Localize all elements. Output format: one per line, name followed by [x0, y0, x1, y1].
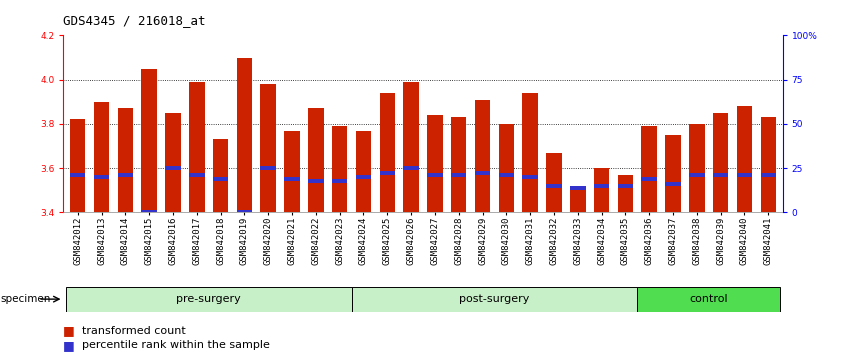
Bar	[713, 113, 728, 212]
Text: GDS4345 / 216018_at: GDS4345 / 216018_at	[63, 14, 206, 27]
Bar	[165, 113, 181, 212]
Bar	[141, 210, 157, 215]
Bar	[570, 186, 585, 212]
Bar	[427, 173, 442, 177]
Bar	[94, 102, 109, 212]
Bar	[165, 166, 181, 170]
Bar	[352, 287, 637, 312]
Bar	[637, 287, 780, 312]
Bar	[737, 106, 752, 212]
Bar	[213, 177, 228, 181]
Bar	[594, 168, 609, 212]
Bar	[689, 124, 705, 212]
Bar	[332, 126, 348, 212]
Bar	[618, 175, 633, 212]
Bar	[94, 175, 109, 179]
Text: pre-surgery: pre-surgery	[176, 294, 241, 304]
Bar	[713, 173, 728, 177]
Bar	[547, 184, 562, 188]
Bar	[284, 177, 299, 181]
Bar	[570, 186, 585, 190]
Bar	[213, 139, 228, 212]
Bar	[380, 93, 395, 212]
Bar	[475, 99, 491, 212]
Bar	[332, 179, 348, 183]
Bar	[141, 69, 157, 212]
Text: post-surgery: post-surgery	[459, 294, 530, 304]
Bar	[523, 175, 538, 179]
Bar	[594, 184, 609, 188]
Bar	[547, 153, 562, 212]
Bar	[641, 177, 657, 181]
Bar	[380, 171, 395, 175]
Bar	[427, 115, 442, 212]
Bar	[308, 108, 323, 212]
Bar	[404, 82, 419, 212]
Text: specimen: specimen	[1, 294, 52, 304]
Bar	[618, 184, 633, 188]
Text: ■: ■	[63, 325, 80, 337]
Bar	[118, 108, 133, 212]
Bar	[70, 120, 85, 212]
Text: ■: ■	[63, 339, 80, 352]
Bar	[665, 182, 681, 185]
Bar	[451, 173, 466, 177]
Bar	[523, 93, 538, 212]
Bar	[404, 166, 419, 170]
Bar	[355, 175, 371, 179]
Bar	[189, 82, 205, 212]
Text: percentile rank within the sample: percentile rank within the sample	[82, 340, 270, 350]
Bar	[737, 173, 752, 177]
Bar	[118, 173, 133, 177]
Bar	[498, 124, 514, 212]
Bar	[66, 287, 352, 312]
Bar	[70, 173, 85, 177]
Bar	[761, 117, 776, 212]
Bar	[308, 179, 323, 183]
Bar	[761, 173, 776, 177]
Bar	[355, 131, 371, 212]
Bar	[641, 126, 657, 212]
Bar	[284, 131, 299, 212]
Bar	[189, 173, 205, 177]
Bar	[451, 117, 466, 212]
Bar	[689, 173, 705, 177]
Bar	[261, 166, 276, 170]
Bar	[237, 58, 252, 212]
Bar	[261, 84, 276, 212]
Text: transformed count: transformed count	[82, 326, 186, 336]
Text: control: control	[689, 294, 728, 304]
Bar	[498, 173, 514, 177]
Bar	[475, 171, 491, 175]
Bar	[665, 135, 681, 212]
Bar	[237, 210, 252, 215]
